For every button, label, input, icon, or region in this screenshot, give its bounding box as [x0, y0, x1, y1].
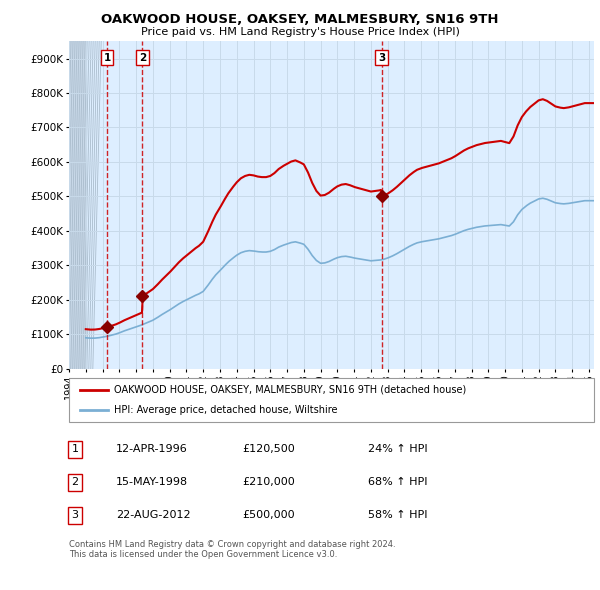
FancyBboxPatch shape: [69, 378, 594, 422]
Text: 3: 3: [71, 510, 79, 520]
Text: 22-AUG-2012: 22-AUG-2012: [116, 510, 191, 520]
Text: 1: 1: [104, 53, 111, 63]
Text: 3: 3: [378, 53, 385, 63]
Text: 68% ↑ HPI: 68% ↑ HPI: [368, 477, 428, 487]
Text: £500,000: £500,000: [242, 510, 295, 520]
Text: 15-MAY-1998: 15-MAY-1998: [116, 477, 188, 487]
Text: 12-APR-1996: 12-APR-1996: [116, 444, 188, 454]
Text: £210,000: £210,000: [242, 477, 295, 487]
Text: OAKWOOD HOUSE, OAKSEY, MALMESBURY, SN16 9TH (detached house): OAKWOOD HOUSE, OAKSEY, MALMESBURY, SN16 …: [113, 385, 466, 395]
Bar: [69, 41, 86, 369]
Text: 1: 1: [71, 444, 79, 454]
Text: £120,500: £120,500: [242, 444, 295, 454]
Text: 58% ↑ HPI: 58% ↑ HPI: [368, 510, 428, 520]
Text: 2: 2: [139, 53, 146, 63]
Text: Contains HM Land Registry data © Crown copyright and database right 2024.
This d: Contains HM Land Registry data © Crown c…: [69, 540, 395, 559]
Text: OAKWOOD HOUSE, OAKSEY, MALMESBURY, SN16 9TH: OAKWOOD HOUSE, OAKSEY, MALMESBURY, SN16 …: [101, 13, 499, 26]
Text: HPI: Average price, detached house, Wiltshire: HPI: Average price, detached house, Wilt…: [113, 405, 337, 415]
Text: 2: 2: [71, 477, 79, 487]
Text: Price paid vs. HM Land Registry's House Price Index (HPI): Price paid vs. HM Land Registry's House …: [140, 27, 460, 37]
Text: 24% ↑ HPI: 24% ↑ HPI: [368, 444, 428, 454]
Bar: [69, 41, 86, 369]
